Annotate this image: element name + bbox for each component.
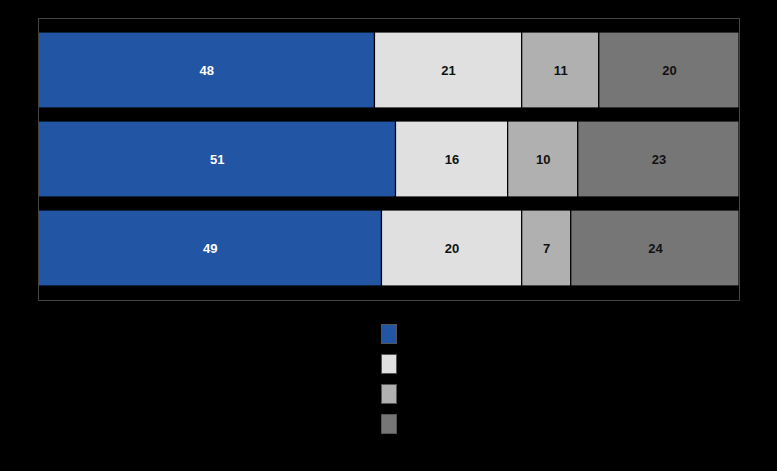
svg-text:20: 20	[445, 241, 459, 256]
svg-text:24: 24	[648, 241, 663, 256]
svg-text:49: 49	[203, 241, 217, 256]
svg-text:16: 16	[445, 152, 459, 167]
svg-text:20: 20	[662, 63, 676, 78]
svg-text:11: 11	[554, 63, 568, 78]
svg-text:51: 51	[210, 152, 224, 167]
svg-text:7: 7	[543, 241, 550, 256]
svg-text:10: 10	[536, 152, 550, 167]
svg-text:48: 48	[200, 63, 214, 78]
svg-text:23: 23	[652, 152, 666, 167]
svg-text:21: 21	[441, 63, 455, 78]
